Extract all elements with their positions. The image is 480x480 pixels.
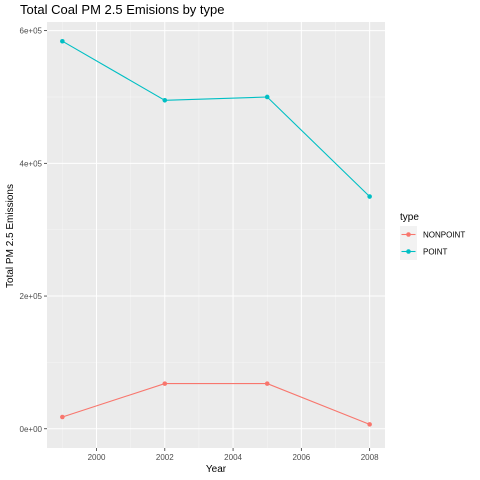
data-point-nonpoint bbox=[60, 414, 65, 420]
y-axis-title: Total PM 2.5 Emissions bbox=[5, 184, 16, 288]
data-point-point bbox=[264, 94, 270, 100]
x-tick-label: 2008 bbox=[361, 453, 379, 462]
y-tick-label: 2e+05 bbox=[20, 292, 43, 301]
data-point-nonpoint bbox=[264, 381, 270, 386]
y-tick-label: 4e+05 bbox=[20, 159, 43, 168]
legend-label-nonpoint: NONPOINT bbox=[423, 231, 465, 240]
data-point-nonpoint bbox=[367, 422, 372, 427]
series-line-nonpoint bbox=[62, 383, 370, 425]
legend-point-nonpoint bbox=[406, 232, 411, 237]
data-point-point bbox=[60, 38, 65, 44]
legend-point-point bbox=[406, 249, 411, 254]
legend-label-point: POINT bbox=[423, 248, 448, 257]
data-point-point bbox=[162, 97, 168, 103]
series-line-point bbox=[62, 40, 370, 197]
y-tick-label: 6e+05 bbox=[20, 27, 43, 36]
data-point-point bbox=[367, 194, 372, 199]
x-axis-title: Year bbox=[206, 464, 227, 475]
plot-panel: 2000 2002 2004 2006 2008 0e+00 2e+05 4e+05 6e+05 bbox=[20, 22, 385, 462]
x-tick-label: 2004 bbox=[224, 453, 242, 462]
x-tick-label: 2002 bbox=[156, 453, 174, 462]
x-tick-label: 2006 bbox=[292, 453, 310, 462]
panel-background bbox=[47, 22, 385, 448]
y-tick-label: 0e+00 bbox=[20, 425, 43, 434]
legend-title: type bbox=[400, 212, 419, 223]
data-point-nonpoint bbox=[162, 381, 168, 386]
x-tick-label: 2000 bbox=[88, 453, 106, 462]
chart-title: Total Coal PM 2.5 Emisions by type bbox=[20, 2, 224, 17]
legend: type NONPOINT POINT bbox=[400, 212, 465, 260]
